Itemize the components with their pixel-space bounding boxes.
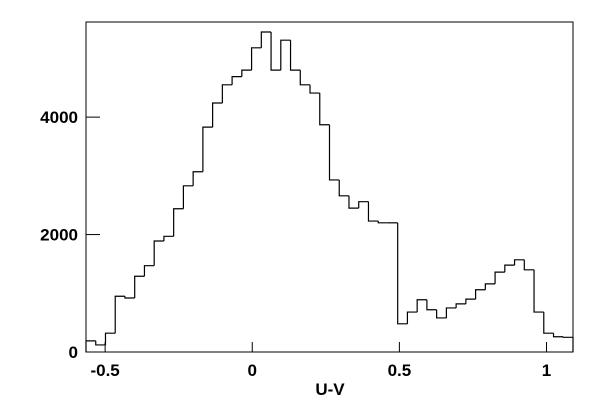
histogram-bin (270, 31, 281, 71)
histogram-bin (153, 240, 164, 266)
plot-frame (85, 21, 574, 353)
histogram-bin (484, 283, 496, 290)
histogram-bin (231, 76, 242, 85)
histogram-bin (338, 179, 349, 197)
x-tick-label: 0 (248, 361, 257, 380)
histogram-bin (513, 259, 525, 266)
histogram-bin (494, 271, 505, 284)
histogram-bin (319, 93, 330, 126)
histogram-bin (104, 332, 116, 345)
histogram-bin (475, 289, 486, 300)
histogram-bin (114, 295, 125, 334)
histogram-bin (377, 221, 388, 224)
histogram-bin (397, 222, 408, 325)
histogram-bin (436, 309, 447, 319)
x-axis-label: U-V (315, 380, 345, 399)
x-tick-label: 1 (542, 361, 551, 380)
histogram-bin (260, 31, 272, 48)
histogram-bin (241, 69, 252, 77)
histogram-bin (134, 275, 145, 298)
histogram-bin (523, 259, 535, 271)
histogram-bin (367, 201, 379, 222)
histogram-bin (192, 171, 203, 186)
histogram-bin (299, 70, 311, 86)
y-tick-label: 2000 (40, 226, 78, 245)
y-tick-label: 0 (69, 343, 78, 362)
histogram-bin (95, 340, 106, 346)
histogram-bin (124, 296, 135, 299)
histogram-bin (416, 299, 427, 313)
histogram-bin (143, 265, 155, 277)
histogram-bin (202, 126, 213, 172)
histogram-bin (212, 102, 223, 128)
x-tick-label: 0.5 (388, 361, 412, 380)
histogram-bin (552, 333, 564, 338)
x-tick-label: -0.5 (90, 361, 119, 380)
histogram-bin (504, 264, 515, 273)
histogram-bin (328, 124, 340, 181)
histogram-bin (562, 336, 574, 352)
histogram-bin (182, 185, 194, 209)
histogram-bin (465, 298, 476, 304)
histogram-bin (543, 312, 554, 334)
histogram-bin (221, 84, 233, 104)
histogram-bin (533, 269, 544, 313)
histogram-bin (406, 311, 418, 324)
histogram-bin (358, 201, 369, 209)
histogram-bin (445, 307, 457, 318)
histogram-bin (173, 208, 184, 237)
histogram-bin (85, 340, 96, 352)
histogram-bin (163, 235, 174, 242)
y-tick-label: 4000 (40, 108, 78, 127)
histogram-bin (455, 303, 466, 308)
histogram-bin (348, 195, 359, 209)
histogram-bin (280, 39, 291, 71)
histogram-bin (426, 299, 437, 311)
histogram-bin (289, 40, 301, 71)
histogram-bin (309, 84, 320, 94)
histogram-bin (250, 47, 262, 71)
